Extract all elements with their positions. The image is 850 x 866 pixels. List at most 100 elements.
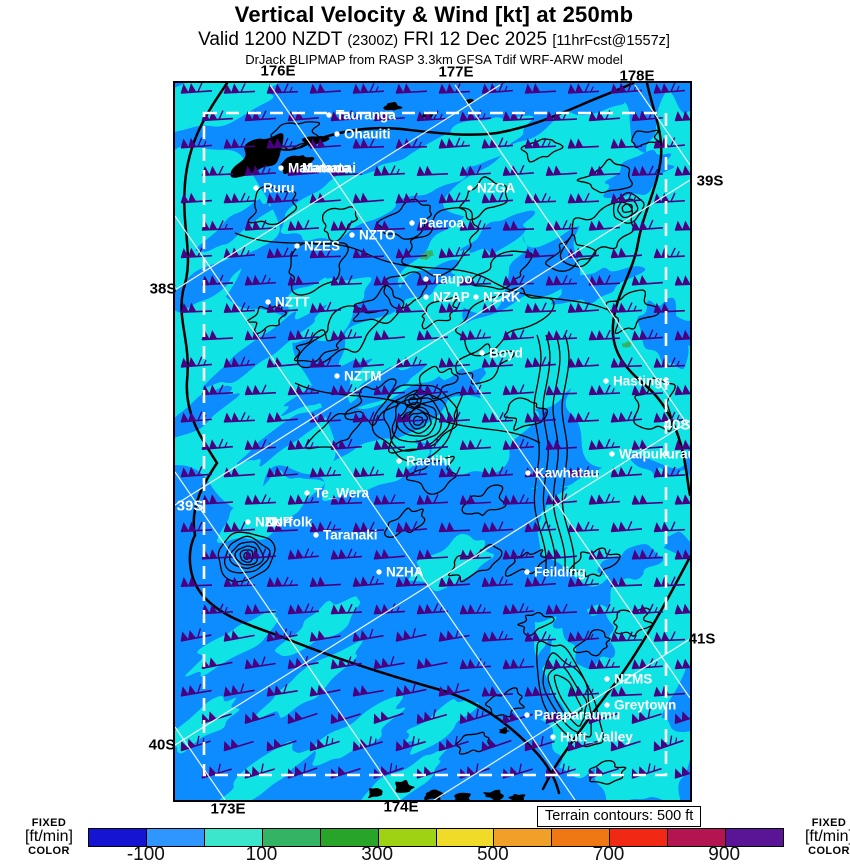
station-marker: Te_Wera [304,486,370,501]
station-marker: Paraparaumu [524,708,620,723]
graticule-label-177e: 177E [438,63,474,81]
station-label: Paraparaumu [534,708,620,723]
station-label: NZGA [477,181,515,196]
color-label: COLOR [28,844,70,857]
station-label: Ruru [263,181,295,196]
station-label: NZTM [344,369,382,384]
graticule-label-173e: 173E [210,800,246,818]
forecast-info: [11hrFcst@1557z] [552,33,670,49]
station-marker: NZNP [245,515,292,530]
station-label: Boyd [489,346,523,361]
station-label: NZTT [275,295,310,310]
graticule-label-38s: 38S [149,280,177,298]
graticule-label-39s: 39S [696,172,724,190]
station-label: NZMS [614,672,652,687]
colorbar-segment [378,829,437,846]
graticule-label-40s: 40S [663,416,691,434]
colorbar-segment [262,829,321,846]
fixed-label: FIXED [811,817,847,829]
station-marker: Matamai [302,161,356,176]
colorbar-tick: 300 [361,844,394,865]
station-label: NZAP [433,290,470,305]
colorbar-segment [436,829,495,846]
station-label: NZES [304,239,340,254]
station-marker: Taranaki [313,528,378,543]
valid-date: FRI 12 Dec 2025 [403,29,548,50]
graticule-label-178e: 178E [619,67,655,85]
station-marker: Ohauiti [334,127,391,142]
color-label: COLOR [808,844,850,857]
station-marker: Boyd [479,346,523,361]
colorbar [88,828,784,847]
graticule-label-174e: 174E [383,798,419,816]
station-label: Taupo [433,272,473,287]
station-label: Matamai [302,161,356,176]
station-marker: Hastings [603,374,670,389]
station-label: NZRK [483,290,521,305]
station-marker: NZES [294,239,340,254]
station-marker: NZMS [604,672,652,687]
station-label: Raetihi [406,454,451,469]
valid-zulu: (2300Z) [347,33,399,49]
fixed-color-label-left: FIXED [ft/min] COLOR [12,817,86,857]
colorbar-segment [668,829,727,846]
colorbar-ticks: -100 100 300 500 700 900 [88,844,782,865]
header: Vertical Velocity & Wind [kt] at 250mb V… [0,2,850,67]
colorbar-segment [320,829,379,846]
station-label: Hutt_Valley [560,730,633,745]
station-marker: Kawhatau [525,466,599,481]
terrain-note: Terrain contours: 500 ft [537,806,702,827]
station-marker: Matamata [278,161,351,176]
station-marker: NZHA [376,565,424,580]
station-marker: Hutt_Valley [550,730,633,745]
valid-time-line: Valid 1200 NZDT (2300Z) FRI 12 Dec 2025 … [0,29,850,51]
station-label: NZHA [386,565,424,580]
colorbar-segment [552,829,611,846]
station-label: Greytown [614,698,676,713]
station-marker: NZGA [467,181,515,196]
map-frame: Tauranga Ohauiti Matamata Matamai Ruru NZGA Pa… [173,81,692,802]
model-line: DrJack BLIPMAP from RASP 3.3km GFSA Tdif… [245,52,623,67]
station-label: Waipukurau [619,447,690,462]
colorbar-segment [89,829,147,846]
graticule-label-39s: 39S [176,497,204,515]
station-marker: Waipukurau [609,447,690,462]
colorbar-segment [146,829,205,846]
station-marker: Tauranga [326,108,396,123]
station-label: Matamata [288,161,351,176]
valid-prefix: Valid 1200 NZDT [198,29,343,50]
station-marker: NZTM [334,369,382,384]
colorbar-tick: 500 [476,844,509,865]
colorbar-segment [494,829,553,846]
station-marker: Taupo [423,272,473,287]
station-marker: NZAP [423,290,470,305]
station-label: Kawhatau [535,466,599,481]
station-marker: Norfolk [265,515,313,530]
station-label: Taranaki [323,528,378,543]
graticule-label-41s: 41S [688,630,716,648]
colorbar-segment [204,829,263,846]
station-marker: Paeroa [409,216,465,231]
station-label: Paeroa [419,216,465,231]
graticule-label-40s: 40S [148,736,176,754]
fixed-label: FIXED [31,817,67,829]
station-label: Hastings [613,374,670,389]
station-marker: Raetihi [396,454,451,469]
page-title: Vertical Velocity & Wind [kt] at 250mb [234,2,634,27]
station-marker: Greytown [604,698,676,713]
station-label: Ohauiti [344,127,391,142]
colorbar-tick: 100 [245,844,278,865]
station-marker: Feilding [524,565,586,580]
colorbar-segment [610,829,669,846]
station-marker: NZRK [473,290,521,305]
graticule-label-176e: 176E [260,62,296,80]
colorbar-tick: -100 [126,844,165,865]
station-marker: NZTT [265,295,310,310]
colorbar-segment [726,829,784,846]
fixed-color-label-right: FIXED [ft/min] COLOR [792,817,850,857]
colorbar-tick: 700 [592,844,625,865]
station-label: Feilding [534,565,586,580]
station-label: Tauranga [336,108,396,123]
